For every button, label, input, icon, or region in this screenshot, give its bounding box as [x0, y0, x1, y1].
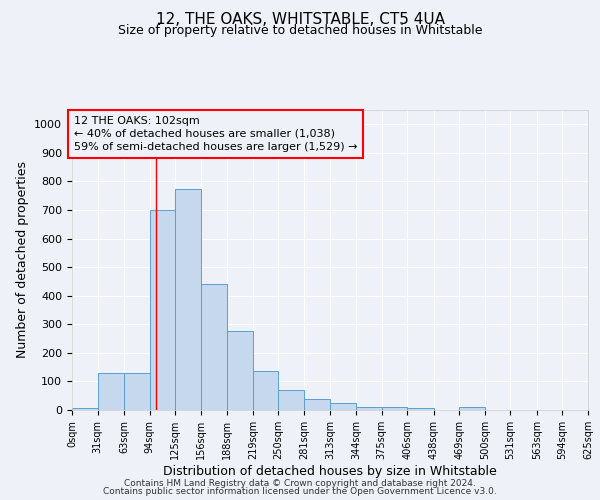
Text: 12 THE OAKS: 102sqm
← 40% of detached houses are smaller (1,038)
59% of semi-det: 12 THE OAKS: 102sqm ← 40% of detached ho… [74, 116, 357, 152]
Bar [278, 390, 304, 410]
Text: 12, THE OAKS, WHITSTABLE, CT5 4UA: 12, THE OAKS, WHITSTABLE, CT5 4UA [155, 12, 445, 28]
Bar [227, 332, 253, 410]
Bar [149, 210, 175, 410]
Bar [98, 374, 124, 410]
Bar [253, 372, 278, 410]
Bar [304, 398, 331, 410]
Bar [356, 406, 382, 410]
Bar [459, 407, 485, 410]
X-axis label: Distribution of detached houses by size in Whitstable: Distribution of detached houses by size … [163, 464, 497, 477]
Bar [407, 408, 434, 410]
Bar [331, 403, 356, 410]
Bar [124, 374, 149, 410]
Bar [382, 406, 407, 410]
Bar [72, 408, 98, 410]
Y-axis label: Number of detached properties: Number of detached properties [16, 162, 29, 358]
Text: Contains HM Land Registry data © Crown copyright and database right 2024.: Contains HM Land Registry data © Crown c… [124, 478, 476, 488]
Text: Contains public sector information licensed under the Open Government Licence v3: Contains public sector information licen… [103, 487, 497, 496]
Bar [175, 188, 201, 410]
Text: Size of property relative to detached houses in Whitstable: Size of property relative to detached ho… [118, 24, 482, 37]
Bar [201, 284, 227, 410]
